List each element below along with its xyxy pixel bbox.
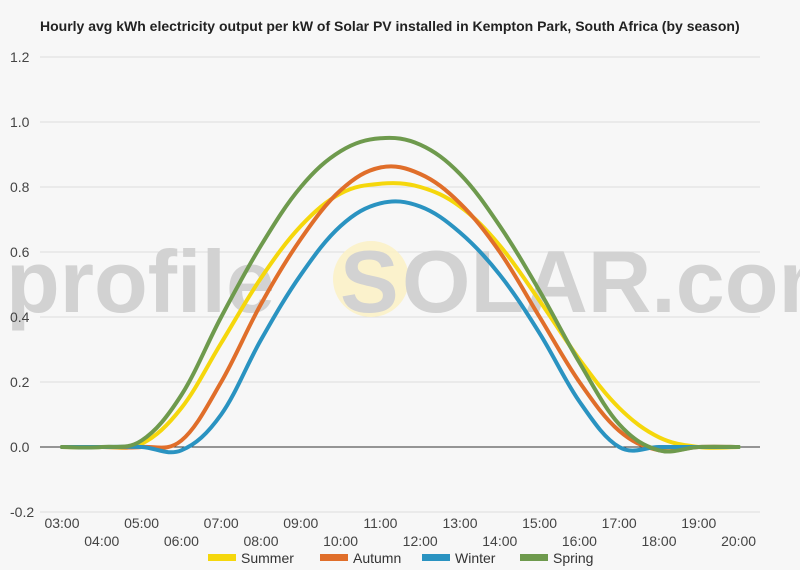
x-tick-label: 09:00 <box>283 515 318 531</box>
y-tick-label: 0.2 <box>10 374 30 390</box>
x-tick-label: 07:00 <box>204 515 239 531</box>
x-tick-label: 12:00 <box>403 533 438 549</box>
grid-layer <box>40 56 760 513</box>
y-tick-label: 0.0 <box>10 439 30 455</box>
series-line-spring <box>60 135 741 454</box>
watermark-text-sun-letter: S <box>340 232 399 331</box>
legend-label-winter: Winter <box>455 550 496 566</box>
watermark-text-right: OLAR.com <box>402 232 800 331</box>
x-tick-label: 20:00 <box>721 533 756 549</box>
legend-label-spring: Spring <box>553 550 593 566</box>
x-tick-label: 13:00 <box>442 515 477 531</box>
y-tick-label: 1.0 <box>10 114 30 130</box>
x-tick-label: 17:00 <box>602 515 637 531</box>
x-tick-label: 16:00 <box>562 533 597 549</box>
legend-swatch-summer <box>208 554 236 561</box>
x-tick-label: 11:00 <box>363 515 397 531</box>
x-tick-label: 06:00 <box>164 533 199 549</box>
legend-label-summer: Summer <box>241 550 294 566</box>
series-line-summer <box>60 181 741 450</box>
watermark: profile S OLAR.com <box>6 232 800 331</box>
y-tick-label: -0.2 <box>10 504 34 520</box>
watermark-text-left: profile <box>6 232 275 331</box>
x-tick-label: 05:00 <box>124 515 159 531</box>
watermark-sun-icon <box>333 241 409 317</box>
x-tick-label: 10:00 <box>323 533 358 549</box>
x-tick-label: 08:00 <box>243 533 278 549</box>
x-tick-label: 04:00 <box>84 533 119 549</box>
series-layer <box>60 135 741 455</box>
chart-title: Hourly avg kWh electricity output per kW… <box>40 18 740 34</box>
x-tick-label: 03:00 <box>44 515 79 531</box>
legend-swatch-winter <box>422 554 450 561</box>
x-tick-label: 15:00 <box>522 515 557 531</box>
x-tick-label: 18:00 <box>641 533 676 549</box>
series-line-autumn <box>60 164 741 454</box>
legend-label-autumn: Autumn <box>353 550 401 566</box>
y-tick-label: 1.2 <box>10 49 30 65</box>
y-tick-label: 0.8 <box>10 179 30 195</box>
y-tick-label: 0.6 <box>10 244 30 260</box>
legend-swatch-autumn <box>320 554 348 561</box>
x-tick-label: 14:00 <box>482 533 517 549</box>
y-tick-label: 0.4 <box>10 309 30 325</box>
legend: Summer Autumn Winter Spring <box>208 550 593 566</box>
x-tick-label: 19:00 <box>681 515 716 531</box>
legend-swatch-spring <box>520 554 548 561</box>
axis-layer: -0.2 0.0 0.2 0.4 0.6 0.8 1.0 1.2 03:00 04:00 05:00… <box>10 49 760 549</box>
series-line-winter <box>60 199 741 455</box>
